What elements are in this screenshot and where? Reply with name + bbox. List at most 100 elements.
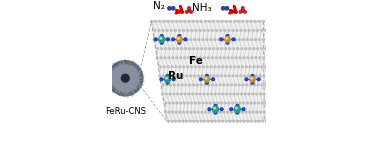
Circle shape xyxy=(239,102,241,104)
Circle shape xyxy=(239,11,242,13)
Circle shape xyxy=(178,75,180,77)
Circle shape xyxy=(121,74,129,82)
Circle shape xyxy=(183,30,184,31)
Circle shape xyxy=(183,111,184,113)
Circle shape xyxy=(245,111,247,113)
Circle shape xyxy=(244,75,246,77)
Circle shape xyxy=(183,102,185,104)
Circle shape xyxy=(259,20,260,22)
Circle shape xyxy=(208,111,210,113)
Circle shape xyxy=(265,48,266,50)
Circle shape xyxy=(181,39,183,40)
Circle shape xyxy=(202,39,204,40)
Circle shape xyxy=(240,120,242,122)
Circle shape xyxy=(166,84,168,86)
Circle shape xyxy=(164,57,166,59)
Circle shape xyxy=(160,66,161,68)
Circle shape xyxy=(195,66,197,68)
Circle shape xyxy=(252,111,254,113)
Circle shape xyxy=(193,48,195,50)
Circle shape xyxy=(197,48,198,50)
Circle shape xyxy=(229,48,231,50)
Circle shape xyxy=(228,75,230,77)
Circle shape xyxy=(214,93,216,95)
Circle shape xyxy=(254,84,256,86)
Circle shape xyxy=(253,30,254,31)
Circle shape xyxy=(206,75,208,77)
Circle shape xyxy=(184,38,187,41)
Circle shape xyxy=(178,39,180,40)
Circle shape xyxy=(169,93,171,95)
Circle shape xyxy=(217,102,218,104)
Circle shape xyxy=(204,20,206,22)
Circle shape xyxy=(234,111,236,113)
Circle shape xyxy=(177,37,182,42)
Circle shape xyxy=(248,75,249,77)
Circle shape xyxy=(255,39,256,40)
Circle shape xyxy=(240,93,242,95)
Circle shape xyxy=(227,111,228,113)
Circle shape xyxy=(190,39,192,40)
Circle shape xyxy=(240,75,242,77)
Circle shape xyxy=(214,104,217,107)
Circle shape xyxy=(150,20,152,22)
Circle shape xyxy=(189,84,191,86)
Circle shape xyxy=(198,102,200,104)
Circle shape xyxy=(177,48,178,50)
Circle shape xyxy=(169,102,170,104)
Circle shape xyxy=(206,39,208,40)
Circle shape xyxy=(187,30,189,31)
Circle shape xyxy=(190,11,192,13)
Circle shape xyxy=(192,57,194,59)
Circle shape xyxy=(261,48,263,50)
Circle shape xyxy=(181,84,183,86)
Circle shape xyxy=(236,111,239,114)
Circle shape xyxy=(180,93,182,95)
Circle shape xyxy=(211,57,213,59)
Circle shape xyxy=(230,108,232,111)
Circle shape xyxy=(229,20,231,22)
Circle shape xyxy=(159,36,165,42)
Circle shape xyxy=(225,37,230,42)
Circle shape xyxy=(221,20,223,22)
Circle shape xyxy=(185,48,186,50)
Circle shape xyxy=(245,48,246,50)
Circle shape xyxy=(236,104,239,107)
Circle shape xyxy=(246,102,248,104)
Circle shape xyxy=(172,111,174,113)
Circle shape xyxy=(161,48,163,50)
Circle shape xyxy=(265,120,267,122)
Circle shape xyxy=(249,66,251,68)
Circle shape xyxy=(234,20,235,22)
Circle shape xyxy=(176,57,178,59)
Circle shape xyxy=(245,66,247,68)
Circle shape xyxy=(238,84,240,86)
Circle shape xyxy=(225,48,226,50)
Circle shape xyxy=(173,48,175,50)
Circle shape xyxy=(209,20,211,22)
Circle shape xyxy=(164,111,166,113)
Circle shape xyxy=(251,57,253,59)
Circle shape xyxy=(265,30,266,31)
Circle shape xyxy=(233,93,235,95)
Circle shape xyxy=(162,30,164,31)
Circle shape xyxy=(166,77,167,79)
Text: NH₃: NH₃ xyxy=(192,3,212,13)
Circle shape xyxy=(213,102,215,104)
Circle shape xyxy=(257,30,258,31)
Circle shape xyxy=(239,39,240,40)
Circle shape xyxy=(195,102,197,104)
Circle shape xyxy=(222,93,224,95)
Circle shape xyxy=(197,120,198,122)
Circle shape xyxy=(178,30,180,31)
Circle shape xyxy=(251,78,253,79)
Circle shape xyxy=(254,20,256,22)
Circle shape xyxy=(166,81,169,84)
Circle shape xyxy=(218,93,220,95)
Circle shape xyxy=(235,57,237,59)
Circle shape xyxy=(200,78,202,81)
Circle shape xyxy=(170,75,172,77)
Circle shape xyxy=(203,30,205,31)
Circle shape xyxy=(212,111,214,113)
Circle shape xyxy=(167,120,169,122)
